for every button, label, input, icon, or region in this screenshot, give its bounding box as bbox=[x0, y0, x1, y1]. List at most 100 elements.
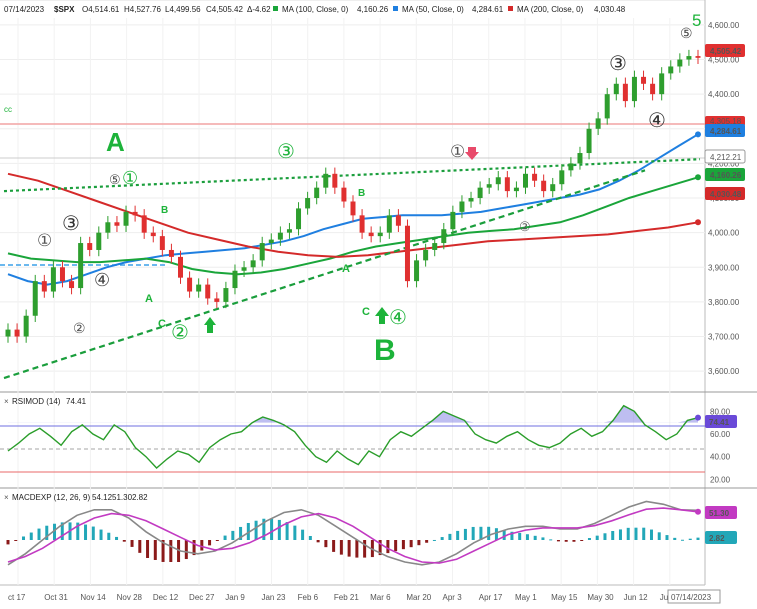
candle-body bbox=[695, 56, 701, 58]
header-open: O4,514.61 bbox=[82, 5, 120, 14]
x-tick-label: May 1 bbox=[515, 593, 537, 602]
wave-b-2: B bbox=[358, 188, 365, 199]
candle-body bbox=[423, 249, 429, 261]
ma50-label: MA (50, Close, 0) bbox=[402, 5, 464, 14]
macd-hist-bar bbox=[91, 526, 95, 540]
candle-body bbox=[586, 128, 592, 154]
macd-tag bbox=[705, 506, 737, 519]
trend-tag bbox=[704, 149, 746, 164]
wave-2-gray: ② bbox=[73, 320, 86, 336]
candle-body bbox=[314, 187, 320, 199]
macd-hist-bar bbox=[572, 540, 576, 542]
macd-hist-bar bbox=[293, 525, 297, 540]
ma50-swatch bbox=[393, 6, 398, 11]
candle-body bbox=[486, 184, 492, 188]
macd-hist-bar bbox=[339, 540, 343, 555]
macd-hist-bar bbox=[471, 526, 475, 540]
x-axis: ct 17 Oct 31 Nov 14 Nov 28 Dec 12 Dec 27 Jan 9… bbox=[8, 593, 684, 602]
rsi-line bbox=[7, 404, 699, 469]
hist-tag-text: 2.82 bbox=[709, 534, 725, 543]
candle-body bbox=[577, 153, 583, 164]
macd-hist-bar bbox=[401, 540, 405, 550]
macd-hist-bar bbox=[432, 539, 436, 541]
macd-hist-bar bbox=[208, 540, 212, 546]
candle-body bbox=[332, 173, 338, 188]
macd-hist-bar bbox=[634, 527, 638, 540]
macd-hist-bar bbox=[688, 538, 692, 540]
candle-body bbox=[523, 173, 528, 188]
wave-b-1: B bbox=[161, 205, 168, 216]
candle-body bbox=[14, 329, 20, 337]
macd-hist-bar bbox=[386, 540, 390, 554]
candle-body bbox=[32, 281, 38, 316]
candle-body bbox=[650, 83, 656, 95]
macd-hist-bar bbox=[440, 537, 444, 540]
candle-body bbox=[159, 236, 165, 250]
macd-hist-bar bbox=[518, 532, 522, 540]
candle-body bbox=[631, 76, 637, 102]
candle-body bbox=[114, 222, 120, 226]
macd-hist-bar bbox=[115, 536, 119, 540]
ma50-value: 4,284.61 bbox=[472, 5, 504, 14]
candle-body bbox=[377, 232, 383, 237]
up-arrow-icon-1 bbox=[204, 317, 216, 333]
candle-body bbox=[323, 173, 329, 188]
wave-3-gray: ③ bbox=[62, 213, 80, 235]
candle-body bbox=[96, 232, 102, 250]
y-tick-label: 4,000.00 bbox=[708, 229, 740, 238]
signal-line bbox=[7, 507, 699, 564]
candle-body bbox=[613, 83, 619, 95]
candle-body bbox=[686, 56, 692, 60]
label-big-a: A bbox=[106, 127, 125, 157]
candle-body bbox=[414, 260, 420, 282]
macd-hist-bar bbox=[665, 535, 669, 540]
candle-body bbox=[359, 215, 365, 233]
rsi-panel: RSIMOD (14) 74.41 × 20.00 40.00 60.00 80.00… bbox=[0, 397, 737, 484]
rsi-collapse-icon[interactable]: × bbox=[4, 397, 9, 406]
macd-hist-bar bbox=[6, 540, 10, 545]
candle-body bbox=[568, 163, 574, 171]
macd-hist-bar bbox=[494, 528, 498, 540]
wave-4-gray-2: ④ bbox=[648, 110, 666, 132]
macd-hist-bar bbox=[673, 537, 677, 540]
candle-body bbox=[350, 201, 356, 216]
x-tick-label: ct 17 bbox=[8, 593, 26, 602]
candle-body bbox=[141, 215, 147, 233]
macd-hist-bar bbox=[618, 529, 622, 540]
candle-body bbox=[178, 256, 183, 278]
macd-hist-bar bbox=[122, 540, 126, 542]
ma200-value: 4,030.48 bbox=[594, 5, 626, 14]
y-tick-label: 3,600.00 bbox=[708, 367, 740, 376]
x-tick-label: Apr 3 bbox=[443, 593, 463, 602]
candle-body bbox=[78, 243, 84, 289]
macd-hist-bar bbox=[184, 540, 188, 560]
x-tick-label: Feb 21 bbox=[334, 593, 359, 602]
rsi-endpoint bbox=[695, 414, 701, 421]
macd-hist-bar bbox=[541, 537, 545, 540]
candle-body bbox=[196, 284, 202, 292]
macd-hist-bar bbox=[215, 540, 219, 541]
x-tick-label: May 15 bbox=[551, 593, 578, 602]
wave-5-gray-2: ⑤ bbox=[680, 25, 693, 41]
date-tag bbox=[667, 589, 721, 604]
macd-collapse-icon[interactable]: × bbox=[4, 493, 9, 502]
macd-hist-bar bbox=[680, 539, 684, 541]
wave-3-gray-2: ③ bbox=[609, 53, 627, 75]
macd-hist-bar bbox=[161, 540, 165, 562]
macd-hist-bar bbox=[611, 531, 615, 540]
label-big-b: B bbox=[374, 334, 396, 367]
candle-body bbox=[150, 232, 156, 237]
x-tick-label: Mar 6 bbox=[370, 593, 391, 602]
ma100-swatch bbox=[273, 6, 278, 11]
macd-hist-bar bbox=[463, 528, 467, 540]
candle-body bbox=[296, 208, 302, 230]
candle-body bbox=[668, 66, 674, 74]
ma-endpoint bbox=[695, 174, 701, 181]
macd-hist-bar bbox=[223, 535, 227, 540]
wave-3-green: ③ bbox=[277, 141, 295, 163]
macd-hist-bar bbox=[308, 535, 312, 540]
rsi-tick-label: 80.00 bbox=[710, 407, 731, 416]
candle-body bbox=[495, 177, 501, 185]
